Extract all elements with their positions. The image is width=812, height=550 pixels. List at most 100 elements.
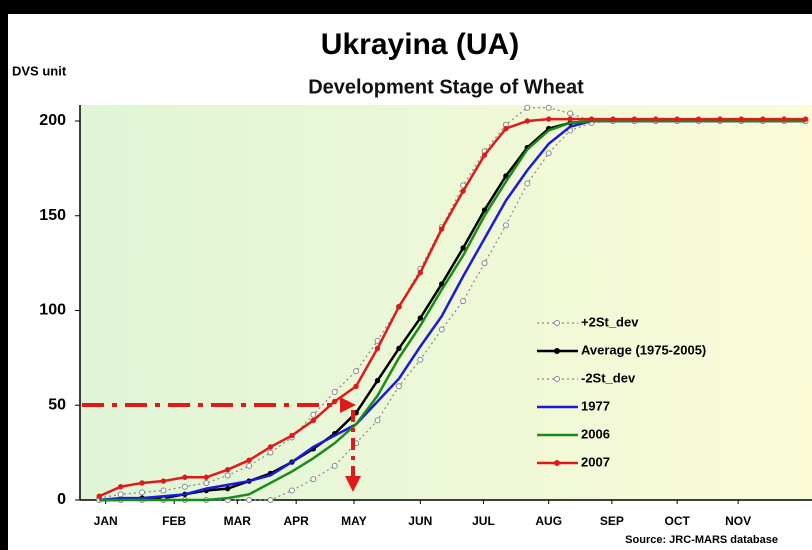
point <box>374 345 381 352</box>
x-tick-label: JAN <box>94 514 118 528</box>
source: Source: JRC-MARS database <box>625 534 778 546</box>
point <box>310 411 317 418</box>
legend-marker <box>554 320 560 326</box>
point <box>289 432 295 439</box>
point <box>96 493 102 499</box>
point <box>139 480 145 486</box>
legend-label: +2St_dev <box>581 314 639 329</box>
point <box>224 485 231 492</box>
plot-area <box>80 105 812 500</box>
point <box>524 118 531 124</box>
point <box>246 457 252 463</box>
x-tick-label: JUL <box>472 514 495 528</box>
point <box>802 116 809 122</box>
point <box>610 116 616 122</box>
point <box>417 356 424 363</box>
point <box>653 116 659 122</box>
legend-marker <box>554 348 560 354</box>
x-tick-label: SEP <box>600 514 624 528</box>
point <box>503 173 509 179</box>
point <box>567 110 574 117</box>
point <box>460 245 466 251</box>
chart-title: Ukrayina (UA) <box>321 28 519 61</box>
y-tick-label: 200 <box>39 112 66 129</box>
point <box>781 116 787 122</box>
point <box>224 472 231 479</box>
point <box>502 222 509 229</box>
x-tick-label: MAR <box>224 514 252 528</box>
point <box>438 326 445 333</box>
point <box>481 260 488 267</box>
point <box>417 269 424 276</box>
point <box>331 462 338 469</box>
point <box>203 479 210 486</box>
point <box>310 476 317 483</box>
point <box>117 491 124 498</box>
point <box>246 462 253 469</box>
series-line <box>98 117 806 498</box>
point <box>546 116 552 122</box>
legend-label: 1977 <box>581 398 610 413</box>
legend-marker <box>554 460 560 466</box>
point <box>674 116 680 122</box>
point <box>246 497 253 503</box>
point <box>181 483 188 490</box>
point <box>374 377 381 384</box>
x-tick-label: APR <box>284 514 310 528</box>
point <box>396 345 402 352</box>
point <box>139 489 146 496</box>
point <box>353 383 359 389</box>
x-tick-label: OCT <box>664 514 690 528</box>
point <box>460 188 466 194</box>
point <box>545 104 552 111</box>
y-tick-label: 150 <box>39 207 66 224</box>
point <box>631 116 638 122</box>
point <box>331 388 338 395</box>
point <box>481 152 488 158</box>
annotation-arrows <box>82 397 361 492</box>
y-tick-label: 100 <box>39 302 66 319</box>
point <box>160 487 167 494</box>
point <box>182 474 188 480</box>
point <box>374 417 381 424</box>
x-tick-label: NOV <box>725 514 751 528</box>
point <box>288 487 295 494</box>
x-tick-label: AUG <box>535 514 562 528</box>
legend-label: Average (1975-2005) <box>581 342 706 357</box>
y-tick-label: 50 <box>48 396 66 413</box>
x-tick-label: JUN <box>408 514 432 528</box>
point <box>524 104 531 111</box>
point <box>417 315 424 321</box>
point <box>353 368 360 375</box>
legend-label: 2006 <box>581 426 610 441</box>
point <box>545 150 552 157</box>
legend-marker <box>554 376 560 382</box>
chart-subtitle: Development Stage of Wheat <box>308 76 584 98</box>
point <box>760 116 766 122</box>
point <box>396 304 402 310</box>
point <box>695 116 702 122</box>
point <box>439 226 445 232</box>
legend-label: 2007 <box>581 454 610 469</box>
point <box>310 417 316 424</box>
point <box>267 444 274 450</box>
point <box>267 497 274 503</box>
y-axis-label: DVS unit <box>12 63 67 78</box>
point <box>524 180 531 187</box>
point <box>160 478 167 484</box>
series-line <box>99 120 806 501</box>
point <box>224 466 231 473</box>
legend-label: -2St_dev <box>581 370 636 385</box>
point <box>395 383 402 390</box>
point <box>460 298 467 305</box>
x-tick-label: FEB <box>162 514 186 528</box>
x-tick-label: MAY <box>341 514 367 528</box>
point <box>503 125 509 132</box>
arrow-head <box>345 476 361 492</box>
series-line <box>99 119 806 502</box>
point <box>332 398 338 405</box>
point <box>588 116 595 122</box>
point <box>267 449 274 456</box>
arrow-head <box>340 397 356 413</box>
